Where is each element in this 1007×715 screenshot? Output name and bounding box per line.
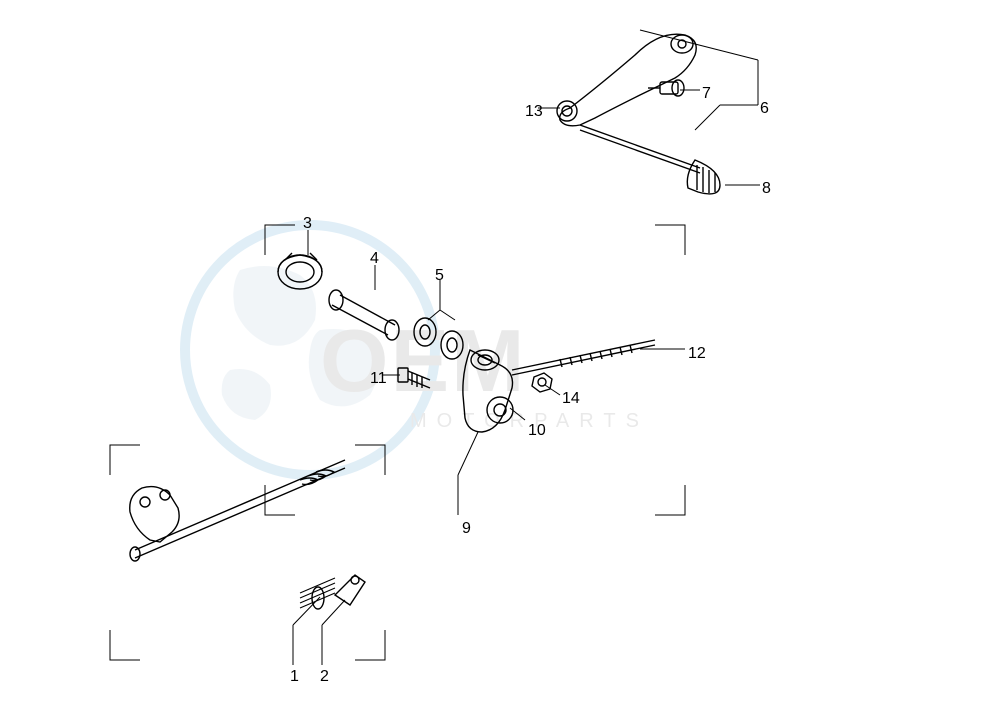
callout-7: 7 xyxy=(702,85,711,103)
part-shift-shaft xyxy=(130,460,365,609)
part-spacer xyxy=(329,290,399,340)
callout-12: 12 xyxy=(688,345,706,363)
callout-4: 4 xyxy=(370,250,379,268)
callout-6: 6 xyxy=(760,100,769,118)
callout-3: 3 xyxy=(303,215,312,233)
leader-line xyxy=(428,310,440,320)
leader-line xyxy=(440,310,455,320)
bounding-box xyxy=(110,445,385,660)
callout-8: 8 xyxy=(762,180,771,198)
leader-line xyxy=(640,30,758,60)
part-rod xyxy=(512,340,655,375)
leader-line xyxy=(293,597,320,625)
leader-line xyxy=(458,432,478,475)
leader-line xyxy=(322,600,345,625)
part-bolt-11 xyxy=(398,368,430,388)
callout-2: 2 xyxy=(320,668,329,686)
callout-11: 11 xyxy=(370,370,387,388)
callout-5: 5 xyxy=(435,267,444,285)
callout-9: 9 xyxy=(462,520,471,538)
bounding-box xyxy=(265,225,685,515)
callout-14: 14 xyxy=(562,390,580,408)
part-arm xyxy=(463,350,513,432)
part-washers xyxy=(414,318,463,359)
part-drawings xyxy=(130,34,720,609)
part-pedal-assy xyxy=(557,34,720,194)
callout-13: 13 xyxy=(525,103,543,121)
parts-diagram xyxy=(0,0,1007,715)
bounding-boxes xyxy=(110,225,685,660)
callout-1: 1 xyxy=(290,668,299,686)
part-nut-14 xyxy=(532,373,552,392)
part-seal xyxy=(278,253,322,289)
callout-10: 10 xyxy=(528,422,546,440)
leader-line xyxy=(695,105,720,130)
